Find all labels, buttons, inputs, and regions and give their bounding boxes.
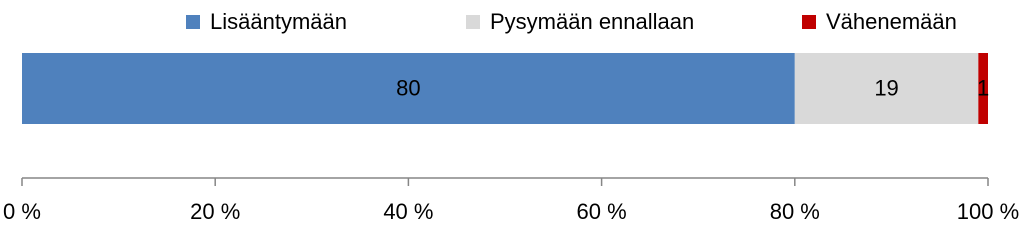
legend-label: Pysymään ennallaan bbox=[490, 9, 694, 34]
x-tick-label: 40 % bbox=[383, 199, 433, 224]
bar-segment bbox=[22, 53, 795, 124]
chart: Lisääntymään Pysymään ennallaan Vähenemään… bbox=[3, 9, 1019, 224]
data-label: 1 bbox=[977, 75, 989, 100]
x-tick-label: 100 % bbox=[957, 199, 1019, 224]
x-tick-label: 20 % bbox=[190, 199, 240, 224]
data-label: 19 bbox=[874, 75, 898, 100]
bar-segment bbox=[794, 53, 979, 124]
bar-segment bbox=[978, 53, 988, 124]
legend-swatch bbox=[466, 15, 480, 29]
data-label: 80 bbox=[396, 75, 420, 100]
x-tick-label: 0 % bbox=[3, 199, 41, 224]
x-tick-label: 60 % bbox=[577, 199, 627, 224]
legend-swatch bbox=[186, 15, 200, 29]
x-tick-label: 80 % bbox=[770, 199, 820, 224]
legend-label: Vähenemään bbox=[826, 9, 957, 34]
legend-label: Lisääntymään bbox=[210, 9, 347, 34]
legend-swatch bbox=[802, 15, 816, 29]
